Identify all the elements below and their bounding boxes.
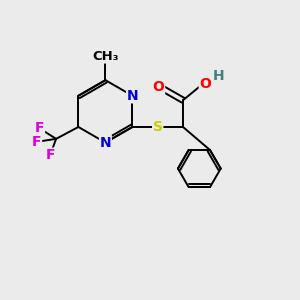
Text: H: H — [213, 69, 224, 83]
Text: O: O — [153, 80, 164, 94]
Text: F: F — [45, 148, 55, 162]
Text: N: N — [100, 136, 111, 150]
Text: F: F — [32, 135, 41, 149]
Text: S: S — [153, 120, 163, 134]
Text: F: F — [35, 122, 44, 136]
Text: CH₃: CH₃ — [92, 50, 119, 63]
Text: O: O — [199, 77, 211, 91]
Text: N: N — [127, 89, 138, 103]
